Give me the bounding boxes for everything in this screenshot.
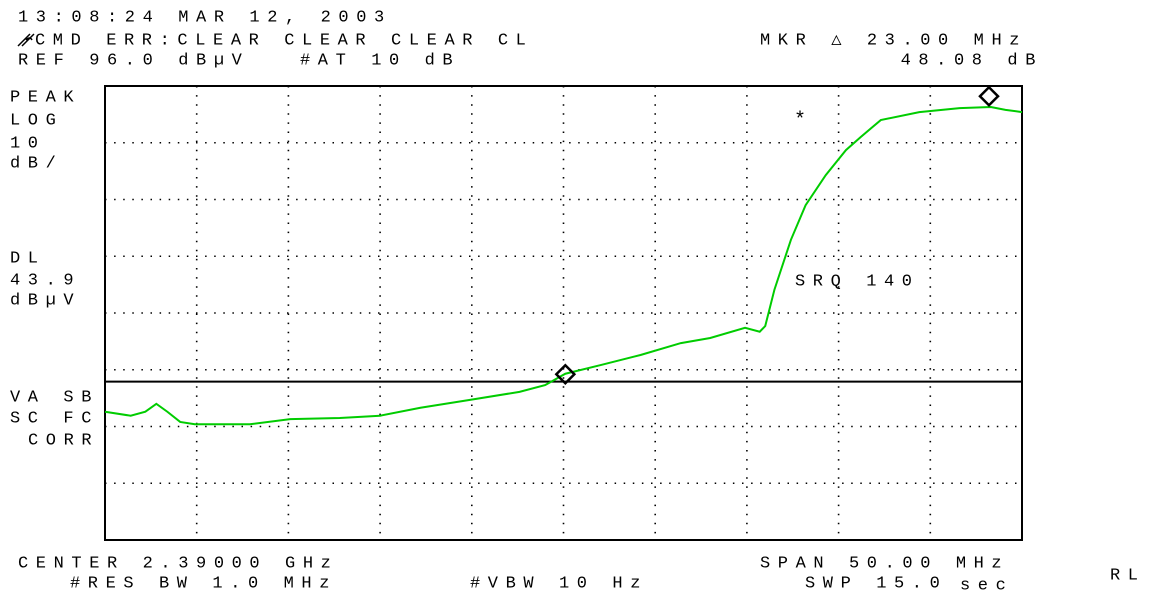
sweep-unit: sec <box>960 576 1013 595</box>
status: CMD ERR:CLEAR CLEAR CLEAR CL <box>35 31 533 50</box>
rl: RL <box>1110 566 1146 585</box>
span: SPAN 50.00 MHz <box>760 554 1009 573</box>
marker <box>554 363 577 386</box>
ref-level: REF 96.0 dBµV <box>18 51 249 70</box>
side-label: LOG <box>10 111 63 130</box>
timestamp: 13:08:24 MAR 12, 2003 <box>18 8 392 27</box>
marker-amp: 48.08 dB <box>901 51 1043 70</box>
lower-label: VA SB <box>10 388 99 407</box>
plot-frame <box>104 85 1023 541</box>
attenuation: #AT 10 dB <box>300 51 460 70</box>
side-label: 10 <box>10 134 46 153</box>
asterisk: * <box>794 109 806 132</box>
marker <box>978 85 1000 107</box>
dl-label: DL <box>10 249 46 268</box>
center-freq: CENTER 2.39000 GHz <box>18 554 338 573</box>
status-icon <box>17 33 35 47</box>
marker-freq: MKR △ 23.00 MHz <box>760 31 1027 50</box>
vbw: #VBW 10 Hz <box>470 574 648 593</box>
dl-value: 43.9 <box>10 271 81 290</box>
dl-unit: dBµV <box>10 291 81 310</box>
trace <box>104 105 1023 426</box>
srq: SRQ 140 <box>795 272 920 291</box>
side-label: dB/ <box>10 154 63 173</box>
lower-label: CORR <box>28 431 99 450</box>
side-label: PEAK <box>10 88 81 107</box>
rbw: #RES BW 1.0 MHz <box>70 574 337 593</box>
sweep: SWP 15.0 <box>805 574 947 593</box>
lower-label: SC FC <box>10 409 99 428</box>
